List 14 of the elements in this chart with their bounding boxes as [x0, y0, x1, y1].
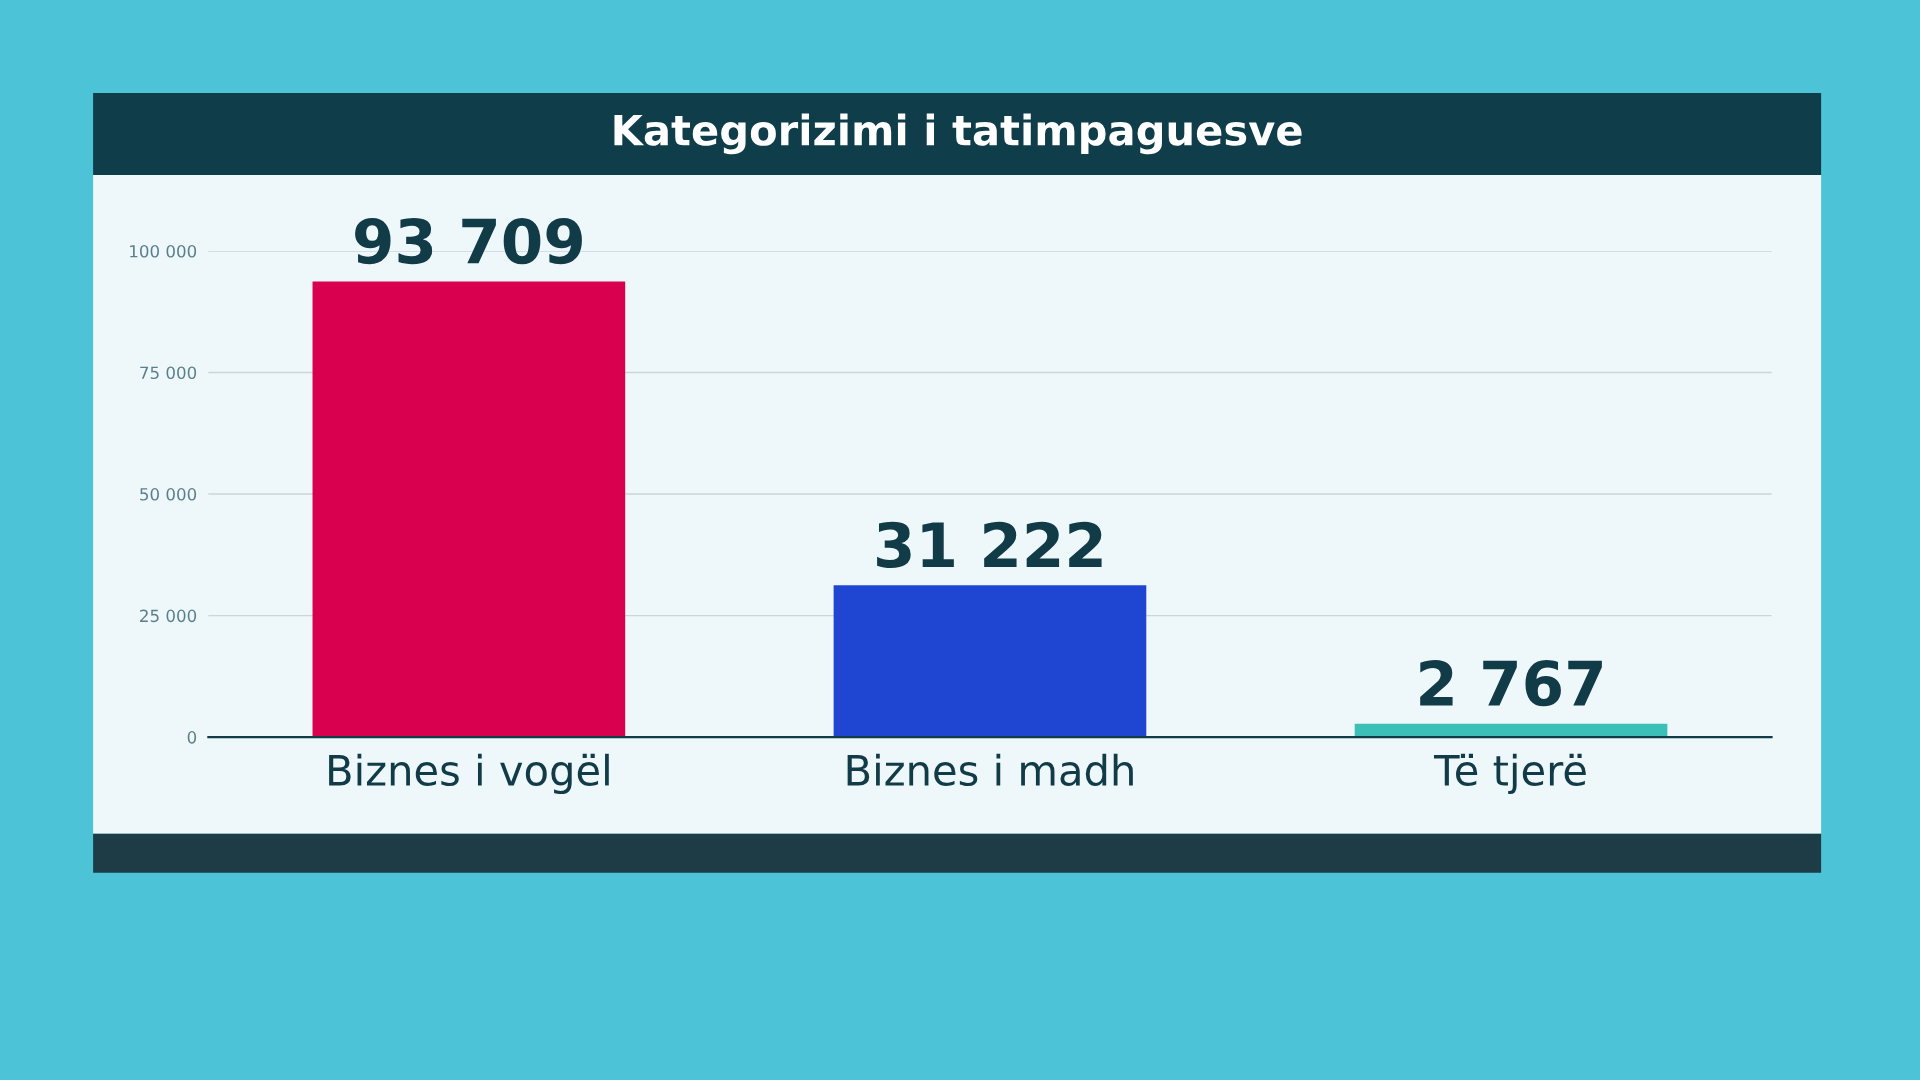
x-tick-label: Të tjerë	[1433, 753, 1586, 795]
data-label: 93 709	[355, 217, 582, 265]
bar	[833, 585, 1147, 738]
y-tick-label: 25 000	[140, 609, 197, 623]
data-label: 31 222	[877, 521, 1102, 568]
y-tick-label: 0	[187, 731, 197, 744]
x-tick-label: Biznes i madh	[847, 753, 1133, 787]
chart-title: Kategorizimi i tatimpaguesve	[614, 113, 1302, 155]
y-tick-label: 75 000	[140, 366, 197, 380]
bar	[312, 281, 626, 738]
y-tick-label: 50 000	[140, 488, 197, 501]
x-tick-label: Biznes i vogël	[329, 753, 609, 795]
data-label: 2 767	[1420, 660, 1602, 707]
y-tick-label: 100 000	[130, 244, 197, 258]
